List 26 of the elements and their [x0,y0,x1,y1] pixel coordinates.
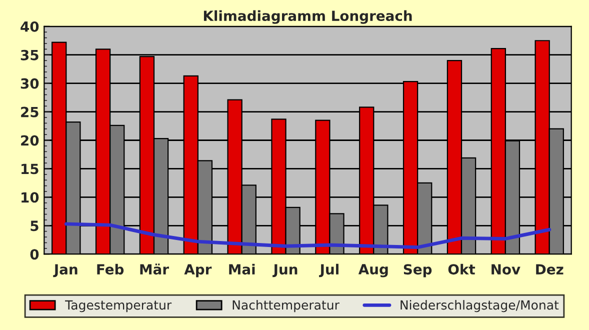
x-tick-label: Jan [53,264,78,278]
chart-title: Klimadiagramm Longreach [204,10,412,24]
y-tick-label: 5 [30,220,38,232]
line-series [64,222,552,250]
x-tick-label: Mai [229,264,255,275]
x-tick-label: Jul [319,264,338,278]
legend-label: Nachttemperatur [232,300,340,312]
x-tick-label: Sep [404,264,432,278]
x-tick-label: Apr [184,264,212,278]
y-tick-label: 15 [22,164,38,174]
x-tick-label: Jun [272,264,298,278]
legend-label: Tagestemperatur [65,300,172,312]
y-tick-label: 25 [21,106,38,118]
x-tick-label: Nov [492,264,520,275]
x-tick-label: Mär [140,264,169,275]
y-tick-label: 35 [20,50,38,60]
y-tick-label: 30 [20,78,39,89]
legend-label: Niederschlagstage/Monat [400,300,559,312]
x-tick-label: Okt [448,264,476,275]
y-tick-label: 20 [21,135,39,146]
x-tick-label: Aug [358,264,388,278]
x-tick-label: Dez [536,264,564,275]
y-tick-label: 0 [30,249,39,260]
y-tick-label: 10 [22,192,39,203]
y-tick-label: 40 [20,21,39,32]
x-tick-label: Feb [97,264,124,275]
